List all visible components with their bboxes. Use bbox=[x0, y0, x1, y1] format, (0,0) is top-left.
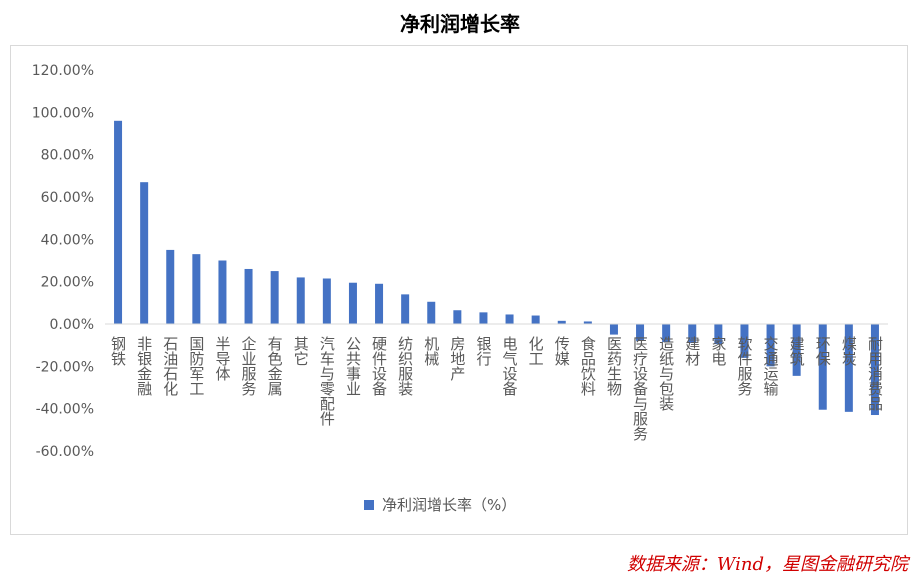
category-label: 交通运输 bbox=[762, 335, 780, 396]
bar bbox=[479, 312, 488, 324]
data-source-note: 数据来源：Wind，星图金融研究院 bbox=[626, 554, 908, 575]
bar bbox=[401, 294, 410, 324]
bar bbox=[818, 324, 827, 410]
category-label: 煤炭 bbox=[840, 336, 858, 366]
y-tick-label: -20.00% bbox=[36, 359, 94, 375]
bar bbox=[427, 301, 436, 324]
category-label: 公共事业 bbox=[344, 336, 362, 396]
category-label: 化工 bbox=[527, 336, 545, 366]
category-label: 钢铁 bbox=[109, 336, 127, 366]
bar bbox=[166, 249, 175, 324]
bar bbox=[844, 324, 853, 412]
bar bbox=[531, 315, 540, 324]
legend-label: 净利润增长率（%） bbox=[382, 496, 516, 514]
y-tick-label: -60.00% bbox=[36, 444, 94, 460]
category-label: 纺织服装 bbox=[396, 336, 414, 396]
category-label: 食品饮料 bbox=[579, 336, 597, 396]
category-label: 有色金属 bbox=[266, 336, 284, 396]
bar bbox=[192, 254, 201, 324]
category-label: 半导体 bbox=[213, 336, 231, 381]
bar bbox=[557, 320, 566, 324]
category-label: 电气设备 bbox=[501, 336, 519, 396]
category-label: 汽车与零配件 bbox=[318, 336, 336, 426]
chart-title: 净利润增长率 bbox=[400, 12, 520, 36]
category-label: 软件服务 bbox=[735, 336, 753, 397]
bar bbox=[583, 321, 592, 324]
y-tick-label: 40.00% bbox=[41, 232, 94, 248]
bar bbox=[244, 268, 253, 324]
category-label: 石油石化 bbox=[161, 336, 179, 396]
bar bbox=[740, 324, 749, 358]
bar bbox=[505, 314, 514, 324]
bar bbox=[766, 324, 775, 367]
bar bbox=[114, 120, 123, 324]
category-label: 硬件设备 bbox=[370, 336, 388, 396]
category-label: 建筑 bbox=[788, 336, 806, 367]
bar bbox=[322, 278, 331, 324]
legend-swatch bbox=[364, 500, 374, 510]
bar bbox=[636, 324, 645, 341]
bar bbox=[453, 310, 462, 324]
bar bbox=[792, 324, 801, 376]
y-tick-label: 100.00% bbox=[32, 105, 94, 121]
bar bbox=[714, 324, 723, 345]
category-label: 其它 bbox=[292, 336, 310, 366]
y-tick-label: 80.00% bbox=[41, 148, 94, 164]
category-label: 环保 bbox=[814, 336, 832, 366]
bar bbox=[375, 283, 384, 324]
bar bbox=[140, 182, 149, 324]
y-tick-label: 60.00% bbox=[41, 190, 94, 206]
category-label: 建材 bbox=[683, 336, 701, 366]
category-label: 传媒 bbox=[553, 336, 571, 366]
category-label: 家电 bbox=[709, 336, 727, 366]
bar bbox=[270, 271, 279, 324]
category-label: 房地产 bbox=[448, 336, 466, 381]
category-label: 造纸与包装 bbox=[657, 336, 675, 411]
category-label: 医疗设备与服务 bbox=[631, 336, 649, 442]
category-label: 医药生物 bbox=[605, 336, 623, 397]
category-label: 非银金融 bbox=[135, 336, 153, 396]
chart-frame bbox=[10, 45, 908, 535]
y-tick-label: 0.00% bbox=[50, 317, 94, 333]
bar bbox=[870, 324, 879, 416]
category-label: 机械 bbox=[422, 336, 440, 366]
bar bbox=[296, 277, 305, 324]
bar bbox=[218, 260, 227, 324]
bar bbox=[348, 282, 357, 324]
y-tick-label: -40.00% bbox=[36, 402, 94, 418]
category-label: 企业服务 bbox=[240, 335, 258, 397]
bar bbox=[688, 324, 697, 344]
y-tick-label: 20.00% bbox=[41, 275, 94, 291]
category-label: 国防军工 bbox=[187, 336, 205, 396]
bar bbox=[662, 324, 671, 342]
category-label: 银行 bbox=[474, 336, 492, 367]
y-tick-label: 120.00% bbox=[32, 63, 94, 79]
category-label: 耐用消费品 bbox=[866, 336, 884, 411]
bar bbox=[609, 324, 618, 335]
